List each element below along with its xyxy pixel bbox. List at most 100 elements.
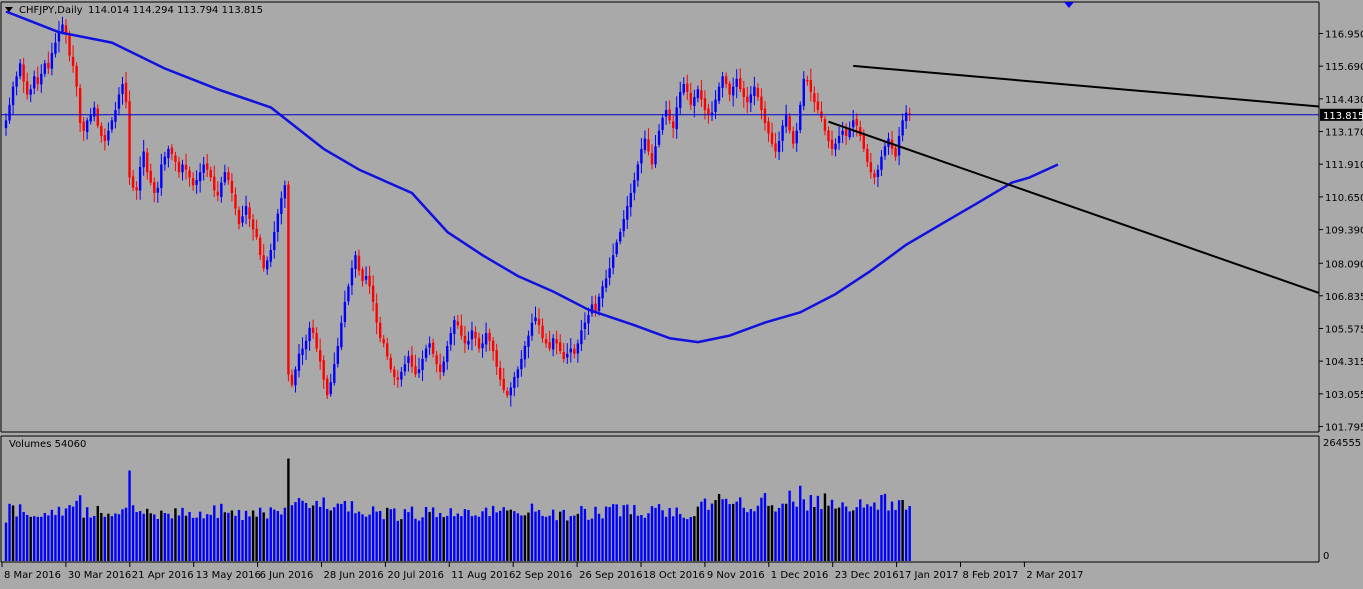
candle-body [308, 327, 311, 342]
volume-bar [96, 505, 99, 561]
candle-body [234, 194, 237, 209]
chart-ohlc: 114.014 114.294 113.794 113.815 [88, 5, 263, 16]
candle-body [629, 192, 633, 208]
candle-body [834, 143, 837, 150]
volume-bar [128, 470, 131, 561]
volume-bar [177, 515, 181, 561]
volume-bar [431, 507, 435, 561]
volume-bar [248, 516, 251, 561]
candle-body [626, 205, 629, 220]
volume-bar [142, 513, 145, 561]
volume-bar [830, 499, 834, 561]
volume-bar [576, 513, 580, 561]
volume-bar [336, 503, 340, 561]
volume-bar [131, 505, 135, 561]
volume-bar [834, 508, 837, 561]
x-tick-label: 8 Feb 2017 [963, 570, 1019, 581]
volume-bar [43, 512, 47, 561]
volume-bar [724, 498, 728, 561]
volume-bar [873, 502, 876, 561]
volume-bar [608, 507, 611, 561]
candle-body [573, 348, 576, 354]
volume-bar [837, 507, 841, 561]
x-tick-label: 9 Nov 2016 [707, 570, 765, 581]
volume-bar [124, 507, 128, 561]
volume-bar [287, 458, 290, 561]
candle-body [527, 335, 530, 347]
candle-body [428, 343, 431, 348]
candle-body [530, 322, 534, 336]
volume-bar [333, 507, 336, 561]
candle-body [449, 333, 452, 345]
volume-bar [371, 506, 375, 561]
candle-body [315, 333, 318, 349]
candle-body [583, 322, 587, 330]
volume-bar [251, 510, 255, 561]
y-tick-label: 114.430 [1325, 95, 1363, 106]
candle-body [844, 129, 848, 136]
volume-bar [191, 517, 195, 561]
candle-body [375, 303, 378, 323]
candle-body [15, 76, 18, 87]
volume-bar [400, 519, 403, 561]
candle-body [153, 182, 156, 193]
volume-bar [202, 518, 205, 561]
candle-body [107, 130, 110, 141]
candle-body [562, 351, 565, 359]
volume-bar [170, 518, 174, 561]
candle-body [601, 286, 604, 299]
dropdown-arrow-icon[interactable] [5, 7, 13, 12]
candle-body [587, 314, 590, 324]
volume-bar [555, 520, 558, 561]
candle-body [435, 355, 438, 365]
candle-body [827, 130, 830, 142]
candle-body [883, 146, 887, 156]
volume-bar [414, 518, 417, 561]
volume-bar [749, 509, 753, 561]
candle-body [100, 125, 103, 136]
volume-bar [368, 514, 371, 561]
candle-body [622, 218, 625, 232]
candle-body [908, 113, 911, 115]
candle-body [580, 330, 583, 345]
candle-body [703, 98, 707, 110]
candle-body [103, 135, 107, 142]
candle-body [40, 73, 43, 85]
candle-body [661, 117, 664, 130]
candle-body [146, 152, 149, 173]
volume-bar [548, 515, 551, 561]
candle-body [280, 198, 283, 214]
trendline-lower[interactable] [828, 120, 1320, 294]
y-tick-label: 109.390 [1325, 226, 1363, 237]
candle-body [371, 285, 375, 302]
volume-bar [290, 505, 294, 561]
volume-bar [357, 511, 361, 561]
candle-body [82, 121, 85, 131]
candle-body [753, 86, 756, 96]
volume-bar [227, 512, 230, 561]
volume-bar [668, 508, 671, 561]
candle-body [597, 296, 601, 311]
candle-body [566, 353, 569, 358]
volume-bar [883, 493, 887, 561]
candle-body [760, 96, 763, 110]
candle-body [802, 78, 805, 106]
candle-body [774, 143, 777, 152]
shift-marker-icon[interactable] [1064, 2, 1074, 8]
volume-bar [760, 497, 763, 561]
volume-bar [269, 507, 272, 561]
volume-bar [848, 511, 851, 561]
trendline-upper[interactable] [853, 64, 1320, 108]
candle-body [615, 242, 618, 255]
volume-bar [117, 514, 121, 561]
candle-body [368, 275, 371, 287]
candle-body [499, 367, 502, 380]
volume-bar [611, 504, 615, 561]
candle-body [841, 130, 844, 135]
volume-bar [68, 505, 71, 561]
chart-symbol: CHFJPY,Daily [19, 5, 83, 16]
volume-bar [481, 511, 484, 561]
volume-bar [167, 513, 170, 561]
